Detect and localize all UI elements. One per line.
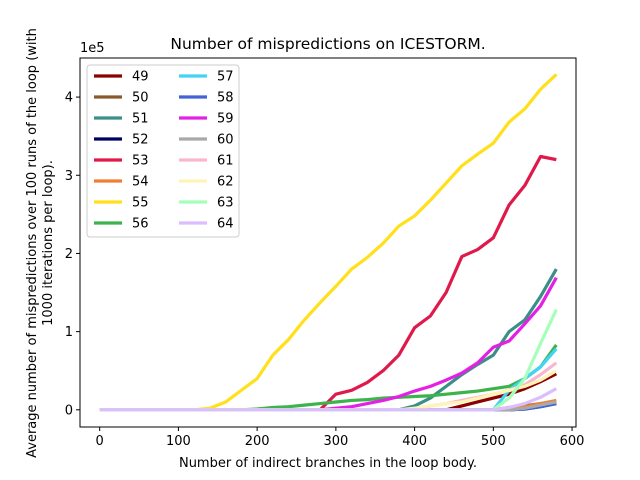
legend-box	[86, 64, 240, 238]
x-tick-label-4: 400	[402, 434, 427, 449]
x-tick-label-6: 600	[560, 434, 585, 449]
x-tick-label-2: 200	[245, 434, 270, 449]
x-tick-label-5: 500	[481, 434, 506, 449]
axes: 0 100 200 300 400 500 600 0 1 2 3 4	[65, 57, 585, 449]
legend-label-63: 63	[217, 196, 234, 211]
legend-label-62: 62	[217, 175, 234, 190]
legend-label-58: 58	[217, 91, 234, 106]
y-tick-label-4: 4	[65, 91, 73, 106]
legend-label-60: 60	[217, 133, 234, 148]
y-axis-label: Average number of mispredictions over 10…	[25, 28, 56, 458]
plot-area	[99, 73, 558, 412]
series-line-64	[99, 387, 558, 412]
x-tick-label-1: 100	[166, 434, 191, 449]
y-tick-label-0: 0	[65, 403, 73, 418]
y-tick-label-3: 3	[65, 169, 73, 184]
legend-label-64: 64	[217, 217, 234, 232]
legend-label-61: 61	[217, 154, 234, 169]
y-tick-label-1: 1	[65, 325, 73, 340]
x-axis-label: Number of indirect branches in the loop …	[179, 456, 477, 471]
legend-label-57: 57	[217, 70, 234, 85]
legend-label-54: 54	[132, 175, 149, 190]
legend-label-50: 50	[132, 91, 149, 106]
legend-label-53: 53	[132, 154, 149, 169]
legend-label-59: 59	[217, 112, 234, 127]
x-tick-label-3: 300	[323, 434, 348, 449]
legend-label-51: 51	[132, 112, 149, 127]
legend: 49 50 51 52 53 54 55 56 57 58 59 60 61 62 63 64	[86, 64, 240, 238]
y-offset-label: 1e5	[80, 41, 105, 56]
plot-frame	[79, 57, 577, 428]
chart-title: Number of mispredictions on ICESTORM.	[170, 35, 485, 53]
y-axis-label-line-2: 1000 iterations per loop).	[41, 160, 56, 326]
series-line-49	[99, 372, 558, 412]
y-axis-label-line-1: Average number of mispredictions over 10…	[25, 28, 40, 458]
x-tick-label-0: 0	[96, 434, 104, 449]
legend-label-55: 55	[132, 196, 149, 211]
legend-label-52: 52	[132, 133, 149, 148]
legend-label-49: 49	[132, 70, 149, 85]
y-tick-label-2: 2	[65, 247, 73, 262]
legend-label-56: 56	[132, 217, 149, 232]
